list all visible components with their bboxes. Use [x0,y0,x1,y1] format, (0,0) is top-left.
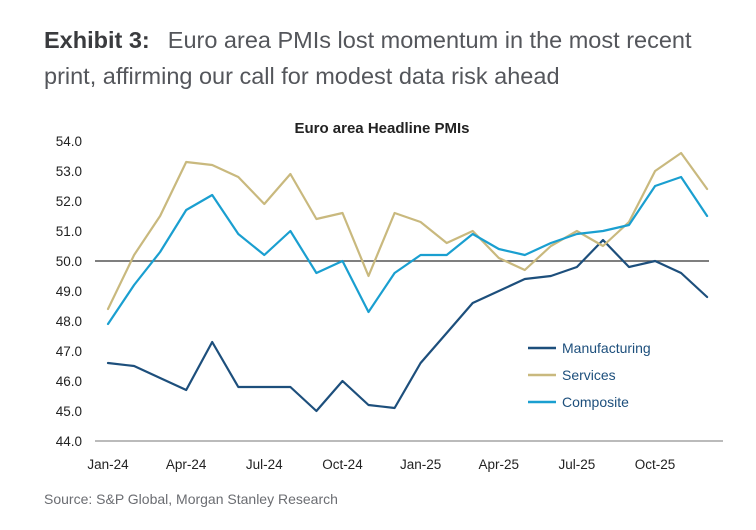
exhibit-title: Euro area PMIs lost momentum in the most… [44,27,692,89]
y-tick-label: 54.0 [56,134,82,149]
legend-label-composite: Composite [562,394,629,410]
x-tick-label: Oct-24 [322,457,363,472]
legend-label-services: Services [562,367,616,383]
y-tick-label: 44.0 [56,434,82,449]
x-tick-label: Oct-25 [635,457,676,472]
y-tick-label: 45.0 [56,404,82,419]
series-line-services [106,151,709,311]
legend-label-manufacturing: Manufacturing [562,340,651,356]
exhibit-label: Exhibit 3: [44,27,150,53]
x-tick-label: Apr-24 [166,457,207,472]
series-line-manufacturing [106,238,709,413]
x-tick-label: Jul-24 [246,457,283,472]
series-line-composite [106,175,709,326]
y-tick-label: 49.0 [56,284,82,299]
y-tick-label: 50.0 [56,254,82,269]
source-note: Source: S&P Global, Morgan Stanley Resea… [44,491,338,507]
y-tick-label: 51.0 [56,224,82,239]
chart-title: Euro area Headline PMIs [294,120,469,137]
x-tick-label: Jan-24 [87,457,129,472]
x-tick-label: Jul-25 [559,457,596,472]
y-tick-label: 48.0 [56,314,82,329]
x-tick-label: Jan-25 [400,457,441,472]
y-tick-label: 52.0 [56,194,82,209]
y-tick-label: 46.0 [56,374,82,389]
x-tick-label: Apr-25 [478,457,519,472]
exhibit-headline: Exhibit 3: Euro area PMIs lost momentum i… [44,22,734,94]
y-tick-label: 53.0 [56,164,82,179]
y-tick-label: 47.0 [56,344,82,359]
